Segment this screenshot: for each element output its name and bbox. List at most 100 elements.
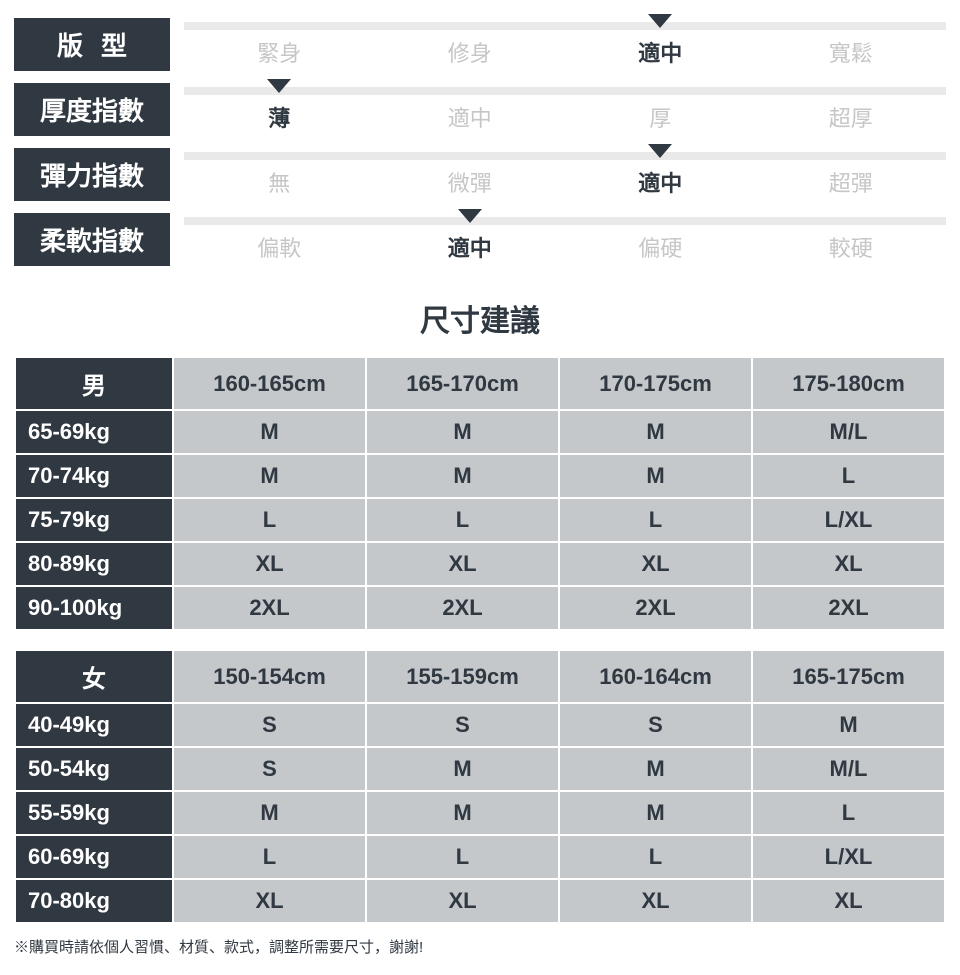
size-cell: 2XL: [174, 587, 365, 629]
attribute-label: 版型: [14, 18, 170, 71]
size-cell: XL: [560, 543, 751, 585]
size-cell: XL: [753, 880, 944, 922]
height-header: 170-175cm: [560, 358, 751, 409]
attribute-option: 超厚: [756, 97, 947, 133]
size-cell: M: [753, 704, 944, 746]
attribute-label: 柔軟指數: [14, 213, 170, 266]
height-header: 160-165cm: [174, 358, 365, 409]
size-cell: M/L: [753, 411, 944, 453]
attribute-track: [184, 152, 946, 160]
size-cell: L: [367, 836, 558, 878]
attribute-track: [184, 217, 946, 225]
height-header: 160-164cm: [560, 651, 751, 702]
attribute-option: 微彈: [375, 162, 566, 198]
weight-header: 65-69kg: [16, 411, 172, 453]
size-cell: S: [367, 704, 558, 746]
attribute-option: 寬鬆: [756, 32, 947, 68]
indicator-arrow-icon: [648, 144, 672, 158]
size-cell: M: [560, 748, 751, 790]
height-header: 175-180cm: [753, 358, 944, 409]
attribute-option: 偏軟: [184, 227, 375, 263]
size-cell: XL: [367, 880, 558, 922]
attribute-row: 厚度指數薄適中厚超厚: [14, 83, 946, 136]
size-cell: M: [174, 411, 365, 453]
size-cell: L: [753, 792, 944, 834]
attribute-scale: 薄適中厚超厚: [184, 87, 946, 133]
size-cell: L: [560, 499, 751, 541]
attribute-row: 柔軟指數偏軟適中偏硬較硬: [14, 213, 946, 266]
size-cell: XL: [174, 543, 365, 585]
attribute-scale: 無微彈適中超彈: [184, 152, 946, 198]
height-header: 155-159cm: [367, 651, 558, 702]
attribute-indicators: 版型緊身修身適中寬鬆厚度指數薄適中厚超厚彈力指數無微彈適中超彈柔軟指數偏軟適中偏…: [14, 18, 946, 266]
weight-header: 60-69kg: [16, 836, 172, 878]
size-cell: M: [367, 748, 558, 790]
weight-header: 75-79kg: [16, 499, 172, 541]
attribute-scale: 偏軟適中偏硬較硬: [184, 217, 946, 263]
size-cell: XL: [174, 880, 365, 922]
size-cell: M: [560, 455, 751, 497]
attribute-option: 較硬: [756, 227, 947, 263]
table-row: 70-74kgMMML: [16, 455, 944, 497]
attribute-option: 修身: [375, 32, 566, 68]
height-header: 165-170cm: [367, 358, 558, 409]
attribute-option: 厚: [565, 97, 756, 133]
table-row: 50-54kgSMMM/L: [16, 748, 944, 790]
size-cell: XL: [753, 543, 944, 585]
weight-header: 40-49kg: [16, 704, 172, 746]
weight-header: 70-74kg: [16, 455, 172, 497]
size-cell: S: [174, 748, 365, 790]
table-row: 90-100kg2XL2XL2XL2XL: [16, 587, 944, 629]
size-cell: 2XL: [753, 587, 944, 629]
attribute-label: 彈力指數: [14, 148, 170, 201]
weight-header: 70-80kg: [16, 880, 172, 922]
attribute-option: 適中: [565, 162, 756, 198]
indicator-arrow-icon: [458, 209, 482, 223]
table-row: 40-49kgSSSM: [16, 704, 944, 746]
size-cell: M: [367, 792, 558, 834]
table-row: 70-80kgXLXLXLXL: [16, 880, 944, 922]
size-cell: L: [174, 499, 365, 541]
attribute-track: [184, 87, 946, 95]
attribute-option: 偏硬: [565, 227, 756, 263]
height-header: 150-154cm: [174, 651, 365, 702]
size-cell: M: [367, 455, 558, 497]
size-cell: 2XL: [560, 587, 751, 629]
table-row: 80-89kgXLXLXLXL: [16, 543, 944, 585]
size-cell: XL: [367, 543, 558, 585]
table-row: 60-69kgLLLL/XL: [16, 836, 944, 878]
size-cell: S: [174, 704, 365, 746]
table-corner: 男: [16, 358, 172, 409]
size-table-female: 女150-154cm155-159cm160-164cm165-175cm 40…: [14, 649, 946, 924]
size-cell: L: [174, 836, 365, 878]
size-heading: 尺寸建議: [14, 296, 946, 340]
size-cell: L: [367, 499, 558, 541]
weight-header: 80-89kg: [16, 543, 172, 585]
attribute-label: 厚度指數: [14, 83, 170, 136]
size-cell: M: [174, 455, 365, 497]
height-header: 165-175cm: [753, 651, 944, 702]
attribute-option: 薄: [184, 97, 375, 133]
size-cell: L/XL: [753, 499, 944, 541]
attribute-option: 適中: [565, 32, 756, 68]
indicator-arrow-icon: [648, 14, 672, 28]
size-cell: M: [174, 792, 365, 834]
table-corner: 女: [16, 651, 172, 702]
attribute-option: 超彈: [756, 162, 947, 198]
attribute-option: 緊身: [184, 32, 375, 68]
size-cell: XL: [560, 880, 751, 922]
size-table-male: 男160-165cm165-170cm170-175cm175-180cm 65…: [14, 356, 946, 631]
attribute-row: 版型緊身修身適中寬鬆: [14, 18, 946, 71]
table-row: 55-59kgMMML: [16, 792, 944, 834]
weight-header: 55-59kg: [16, 792, 172, 834]
weight-header: 90-100kg: [16, 587, 172, 629]
weight-header: 50-54kg: [16, 748, 172, 790]
size-cell: M/L: [753, 748, 944, 790]
size-cell: S: [560, 704, 751, 746]
size-cell: 2XL: [367, 587, 558, 629]
size-cell: L: [560, 836, 751, 878]
size-cell: L: [753, 455, 944, 497]
attribute-scale: 緊身修身適中寬鬆: [184, 22, 946, 68]
size-cell: L/XL: [753, 836, 944, 878]
attribute-track: [184, 22, 946, 30]
